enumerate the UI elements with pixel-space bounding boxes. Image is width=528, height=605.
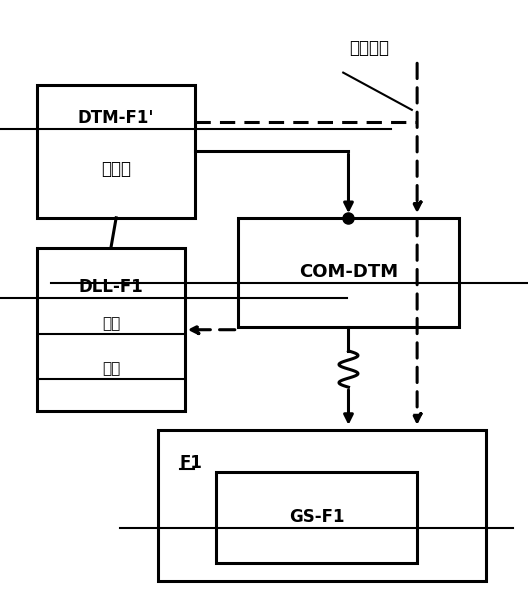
Text: DTM-F1': DTM-F1' [78,109,154,127]
Bar [37,85,195,218]
Text: 写入数据: 写入数据 [350,39,390,57]
Text: F1: F1 [180,454,202,472]
Text: GS-F1: GS-F1 [289,508,345,526]
Text: 商业: 商业 [102,316,120,331]
Text: 一般的: 一般的 [101,160,131,178]
Bar [238,218,459,327]
Bar [158,430,486,581]
Bar [37,248,185,411]
Text: COM-DTM: COM-DTM [299,263,398,281]
Text: 逻辑: 逻辑 [102,362,120,376]
Bar [216,472,417,563]
Text: DLL-F1: DLL-F1 [79,278,143,296]
